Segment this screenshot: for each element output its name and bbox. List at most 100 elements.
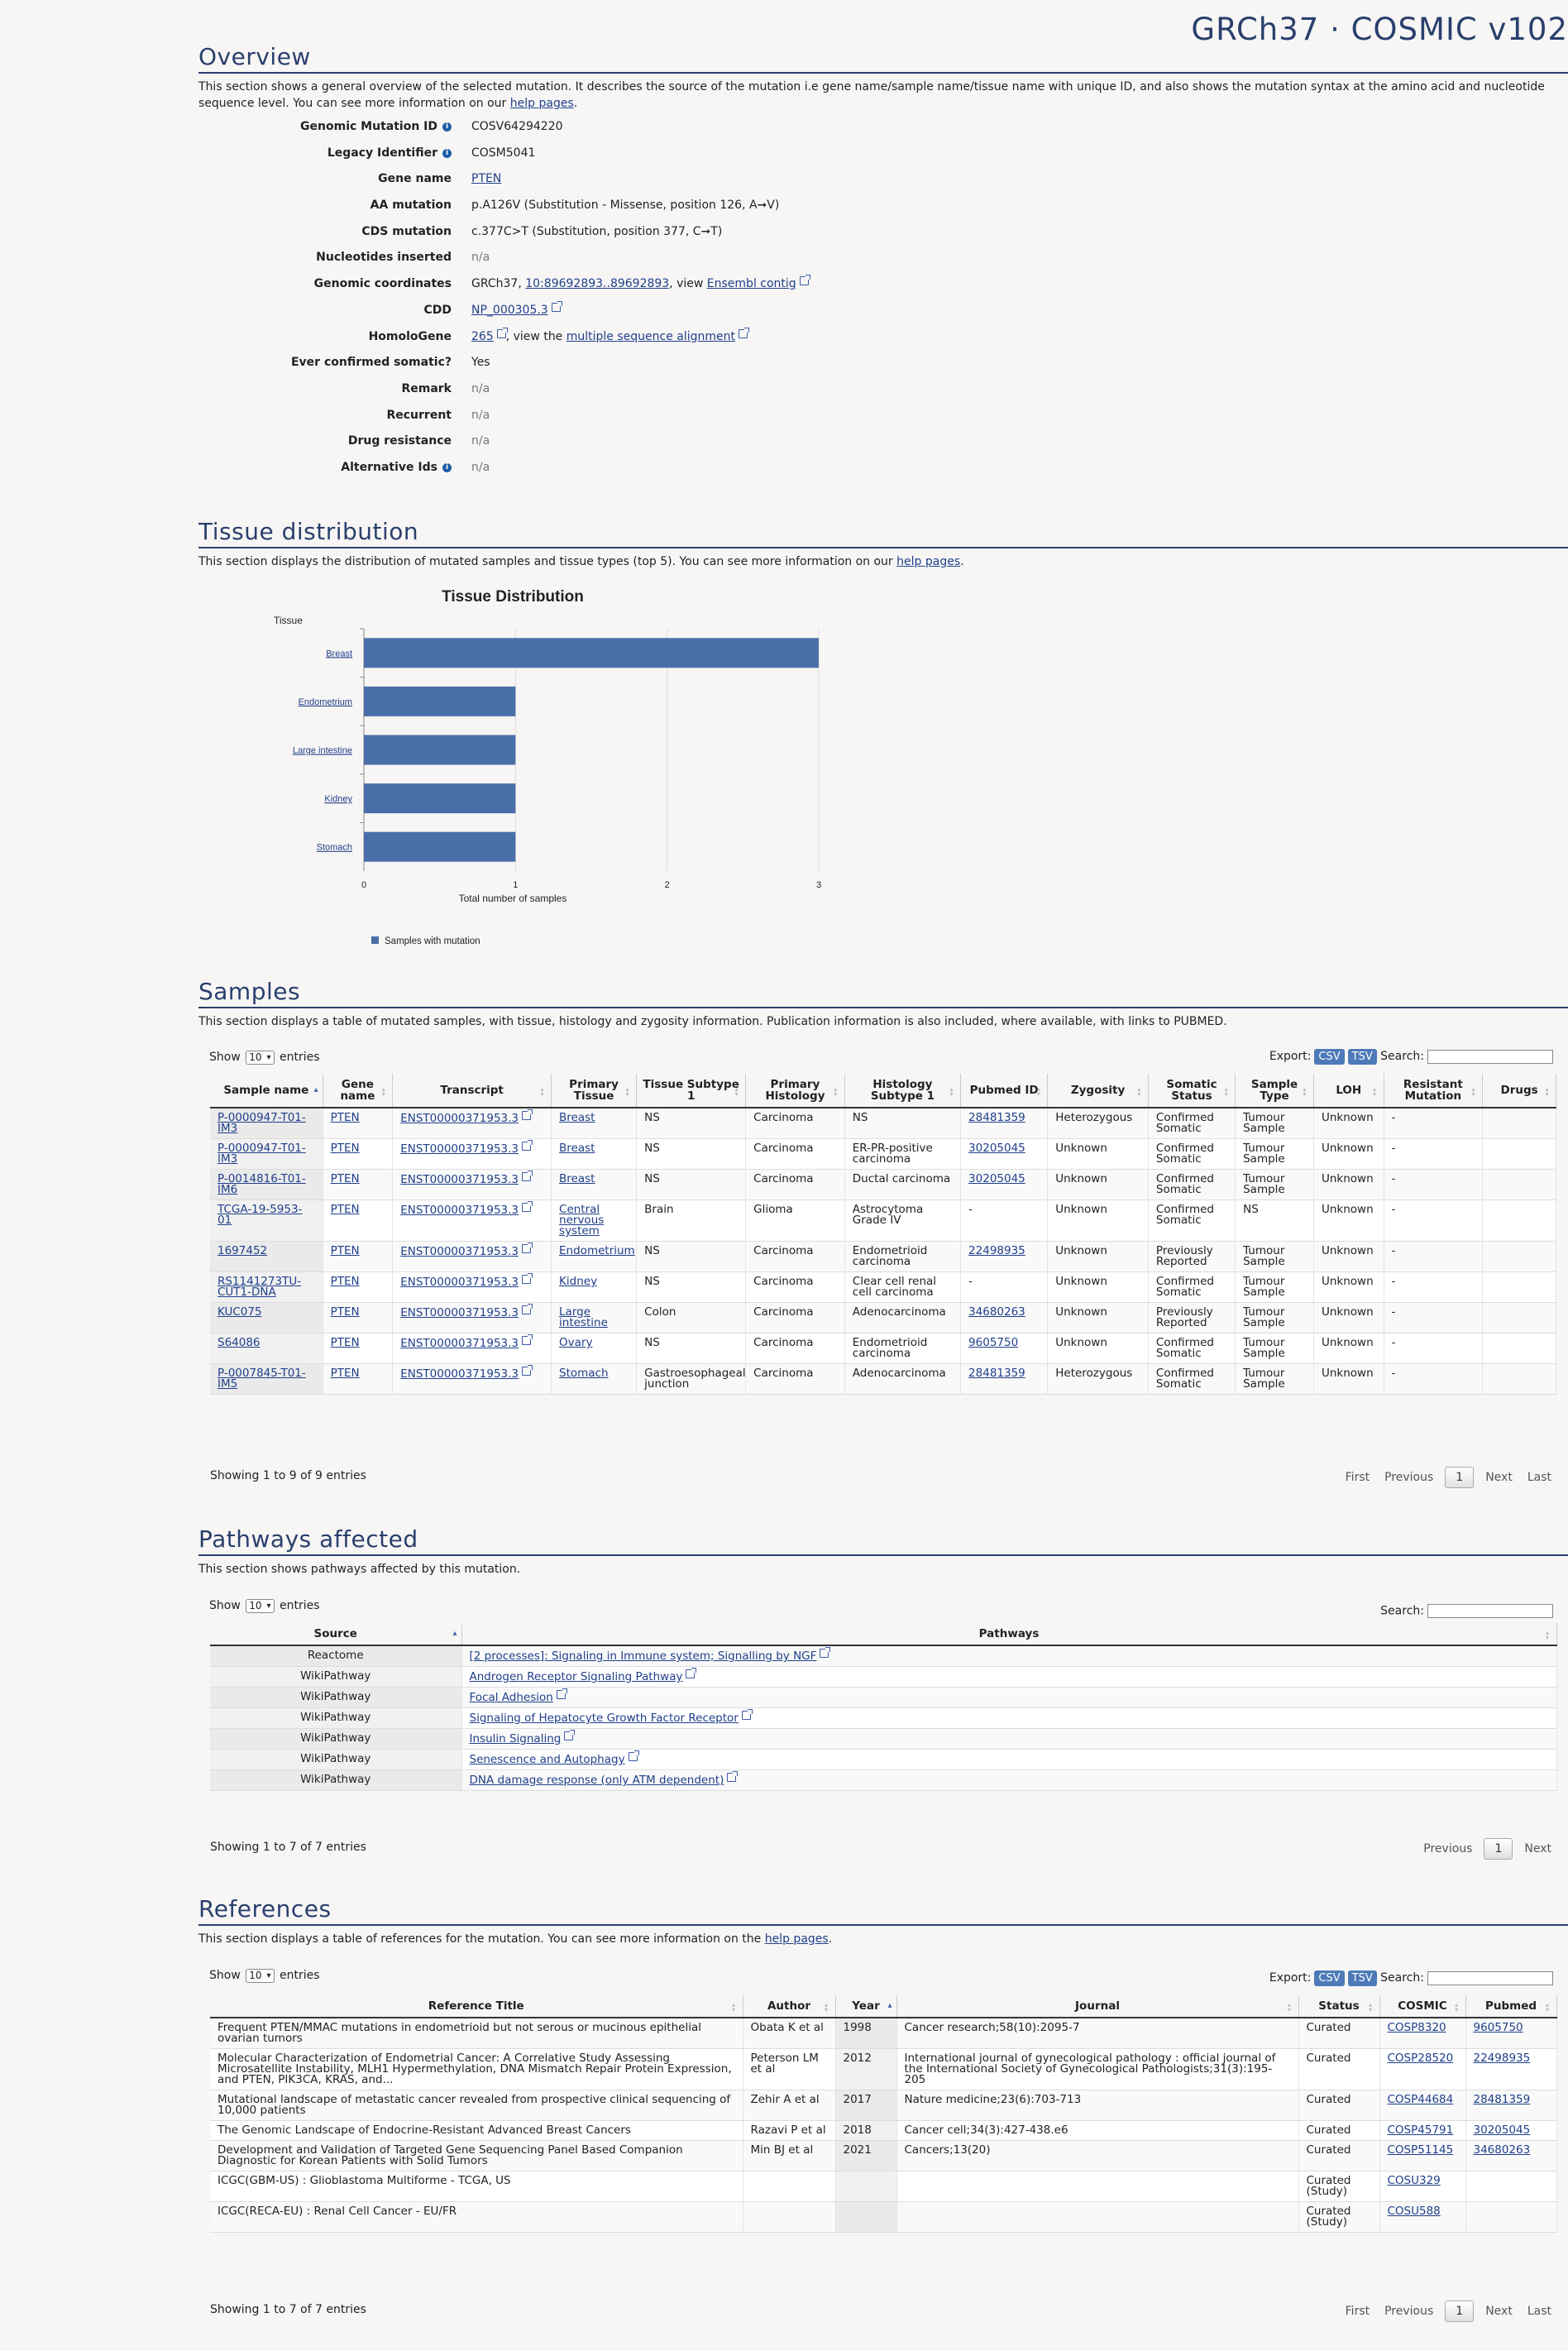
references-help-link[interactable]: help pages <box>764 1932 829 1946</box>
cell-link[interactable]: ENST00000371953.3 <box>400 1306 519 1319</box>
column-header[interactable]: COSMIC <box>1379 1995 1466 2018</box>
cell-link[interactable]: P-0007845-T01-IM5 <box>218 1367 306 1391</box>
references-tsv-button[interactable]: TSV <box>1347 1970 1377 1986</box>
cell-link[interactable]: COSP44684 <box>1387 2093 1454 2106</box>
cell-link[interactable]: PTEN <box>330 1305 360 1319</box>
cell-link[interactable]: PTEN <box>330 1111 360 1124</box>
info-icon[interactable]: i <box>442 148 452 158</box>
cell-link[interactable]: P-0000947-T01-IM3 <box>218 1142 306 1166</box>
cell-link[interactable]: ENST00000371953.3 <box>400 1367 519 1381</box>
samples-csv-button[interactable]: CSV <box>1314 1049 1345 1065</box>
cell-link[interactable]: ENST00000371953.3 <box>400 1276 519 1289</box>
pager-previous[interactable]: Previous <box>1384 2305 1434 2318</box>
column-header[interactable]: Gene name <box>323 1074 394 1108</box>
cell-link[interactable]: PTEN <box>330 1275 360 1288</box>
column-header[interactable]: Zygosity <box>1047 1074 1149 1108</box>
cell-link[interactable]: Stomach <box>559 1367 609 1380</box>
cell-link[interactable]: Breast <box>559 1142 595 1155</box>
references-csv-button[interactable]: CSV <box>1314 1970 1345 1986</box>
category-label[interactable]: Endometrium <box>299 697 352 707</box>
cell-link[interactable]: PTEN <box>330 1336 360 1349</box>
references-search-input[interactable] <box>1427 1970 1553 1985</box>
cdd-link[interactable]: NP_000305.3 <box>471 303 548 317</box>
column-header[interactable]: Primary Histology <box>745 1074 845 1108</box>
cell-link[interactable]: Large intestine <box>559 1305 608 1329</box>
column-header[interactable]: LOH <box>1313 1074 1384 1108</box>
cell-link[interactable]: COSP51145 <box>1387 2143 1454 2157</box>
category-label[interactable]: Large intestine <box>293 746 352 756</box>
column-header[interactable]: Transcript <box>392 1074 552 1108</box>
cell-link[interactable]: COSU588 <box>1387 2205 1441 2218</box>
samples-tsv-button[interactable]: TSV <box>1347 1049 1377 1065</box>
samples-search-input[interactable] <box>1427 1049 1553 1064</box>
column-header[interactable]: Status <box>1298 1995 1380 2018</box>
cell-link[interactable]: ENST00000371953.3 <box>400 1204 519 1217</box>
cell-link[interactable]: Central nervous system <box>559 1203 605 1238</box>
cell-link[interactable]: 9605750 <box>968 1336 1019 1349</box>
cell-link[interactable]: 34680263 <box>968 1305 1025 1319</box>
cell-link[interactable]: 34680263 <box>1473 2143 1531 2157</box>
pager-next[interactable]: Next <box>1485 1471 1513 1484</box>
column-header[interactable]: Histology Subtype 1 <box>844 1074 962 1108</box>
coordinates-link[interactable]: 10:89692893..89692893 <box>525 277 670 291</box>
pathways-page-size-select[interactable]: 10 <box>246 1599 275 1613</box>
pager-page-1[interactable]: 1 <box>1445 2301 1475 2322</box>
cell-link[interactable]: Endometrium <box>559 1244 635 1257</box>
column-header[interactable]: Pubmed <box>1465 1995 1557 2018</box>
pager-page-1[interactable]: 1 <box>1484 1838 1513 1860</box>
cell-link[interactable]: ENST00000371953.3 <box>400 1142 519 1156</box>
cell-link[interactable]: ENST00000371953.3 <box>400 1112 519 1125</box>
cell-link[interactable]: PTEN <box>330 1203 360 1216</box>
pathway-link[interactable]: Senescence and Autophagy <box>469 1753 625 1766</box>
cell-link[interactable]: ENST00000371953.3 <box>400 1245 519 1258</box>
cell-link[interactable]: ENST00000371953.3 <box>400 1337 519 1350</box>
info-icon[interactable]: i <box>442 462 452 472</box>
cell-link[interactable]: 30205045 <box>968 1142 1025 1155</box>
column-header[interactable]: Drugs <box>1482 1074 1556 1108</box>
cell-link[interactable]: P-0014816-T01-IM6 <box>218 1172 306 1196</box>
category-label[interactable]: Breast <box>326 649 352 658</box>
column-header[interactable]: Somatic Status <box>1148 1074 1236 1108</box>
pager-first[interactable]: First <box>1345 2305 1370 2318</box>
column-header[interactable]: Pubmed ID <box>960 1074 1049 1108</box>
pathway-link[interactable]: [2 processes]: Signaling in Immune syste… <box>469 1650 817 1663</box>
pager-next[interactable]: Next <box>1524 1842 1551 1855</box>
cell-link[interactable]: TCGA-19-5953-01 <box>218 1203 303 1227</box>
alignment-link[interactable]: multiple sequence alignment <box>566 329 736 343</box>
pathway-link[interactable]: Insulin Signaling <box>469 1732 562 1745</box>
references-page-size-select[interactable]: 10 <box>246 1969 275 1983</box>
category-label[interactable]: Stomach <box>317 843 352 853</box>
cell-link[interactable]: Kidney <box>559 1275 598 1288</box>
pathway-link[interactable]: Focal Adhesion <box>469 1691 553 1704</box>
pager-last[interactable]: Last <box>1527 2305 1551 2318</box>
bar[interactable] <box>364 831 516 862</box>
bar[interactable] <box>364 783 516 814</box>
cell-link[interactable]: 1697452 <box>218 1244 268 1257</box>
cell-link[interactable]: PTEN <box>330 1367 360 1380</box>
cell-link[interactable]: COSP28520 <box>1387 2052 1454 2065</box>
pager-first[interactable]: First <box>1345 1471 1370 1484</box>
cell-link[interactable]: COSU329 <box>1387 2174 1441 2187</box>
column-header[interactable]: Sample Type <box>1235 1074 1314 1108</box>
samples-page-size-select[interactable]: 10 <box>246 1051 275 1065</box>
cell-link[interactable]: PTEN <box>330 1244 360 1257</box>
cell-link[interactable]: KUC075 <box>218 1305 262 1319</box>
homologene-link[interactable]: 265 <box>471 329 494 343</box>
cell-link[interactable]: 9605750 <box>1473 2021 1523 2034</box>
pathways-search-input[interactable] <box>1427 1604 1553 1618</box>
bar[interactable] <box>364 686 516 716</box>
pathway-link[interactable]: Androgen Receptor Signaling Pathway <box>469 1670 683 1683</box>
tissue-help-link[interactable]: help pages <box>896 555 961 568</box>
cell-link[interactable]: 28481359 <box>968 1367 1025 1380</box>
cell-link[interactable]: 28481359 <box>968 1111 1025 1124</box>
cell-link[interactable]: 28481359 <box>1473 2093 1531 2106</box>
pager-previous[interactable]: Previous <box>1423 1842 1473 1855</box>
column-header[interactable]: Primary Tissue <box>551 1074 638 1108</box>
bar[interactable] <box>364 735 516 765</box>
cell-link[interactable]: P-0000947-T01-IM3 <box>218 1111 306 1135</box>
cell-link[interactable]: COSP45791 <box>1387 2124 1454 2137</box>
info-icon[interactable]: i <box>442 122 452 132</box>
ensembl-contig-link[interactable]: Ensembl contig <box>706 277 796 291</box>
column-header[interactable]: Source <box>210 1623 462 1646</box>
bar[interactable] <box>364 638 819 668</box>
